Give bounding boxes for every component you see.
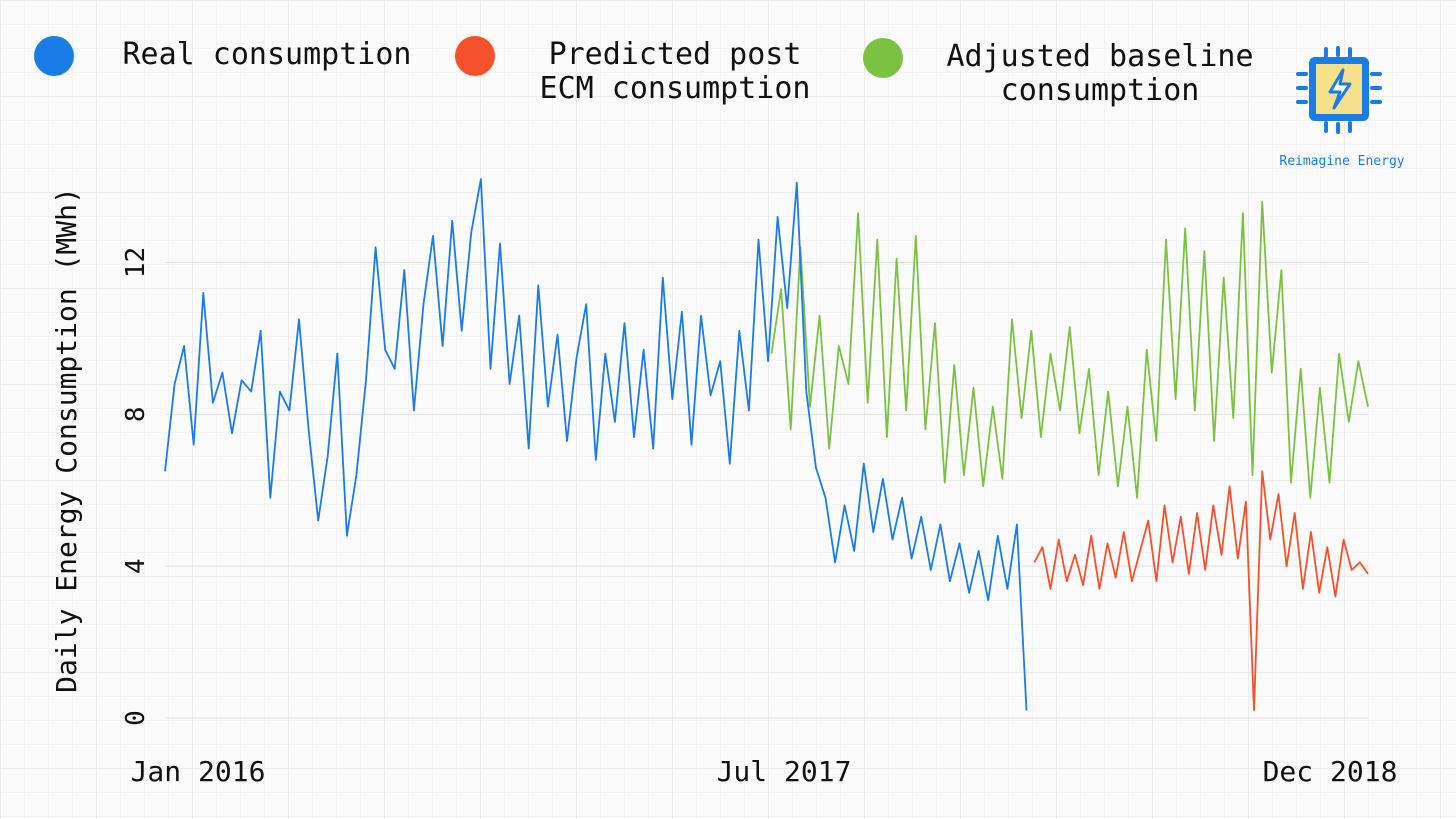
y-axis-ticks: 0 4 8 12 xyxy=(121,247,151,726)
y-tick-label: 4 xyxy=(121,558,151,574)
x-axis-ticks: Jan 2016 Jul 2017 Dec 2018 xyxy=(131,755,1398,788)
series-line-predicted xyxy=(1033,470,1369,712)
lightning-chip-icon xyxy=(1296,46,1382,134)
y-axis-title: Daily Energy Consumption (MWh) xyxy=(50,187,83,693)
series-line-adjusted xyxy=(770,200,1369,499)
legend-dot-real xyxy=(34,36,74,76)
y-tick-label: 0 xyxy=(121,710,151,726)
x-tick-label: Dec 2018 xyxy=(1263,755,1398,788)
legend-label-adjusted: Adjusted baseline consumption xyxy=(946,39,1254,108)
y-tick-label: 8 xyxy=(121,406,151,422)
chart-legend: Real consumption Predicted post ECM cons… xyxy=(0,0,1456,120)
series-line-real xyxy=(164,178,1028,711)
legend-label-predicted: Predicted post ECM consumption xyxy=(539,37,811,106)
series-layer xyxy=(164,178,1369,712)
legend-dot-adjusted xyxy=(863,38,903,78)
brand-logo: Reimagine Energy xyxy=(1268,44,1416,179)
x-tick-label: Jan 2016 xyxy=(131,755,266,788)
legend-dot-predicted xyxy=(455,36,495,76)
y-tick-label: 12 xyxy=(121,247,151,278)
legend-label-real: Real consumption xyxy=(122,37,412,72)
x-tick-label: Jul 2017 xyxy=(717,755,852,788)
logo-text: Reimagine Energy xyxy=(1279,154,1405,169)
